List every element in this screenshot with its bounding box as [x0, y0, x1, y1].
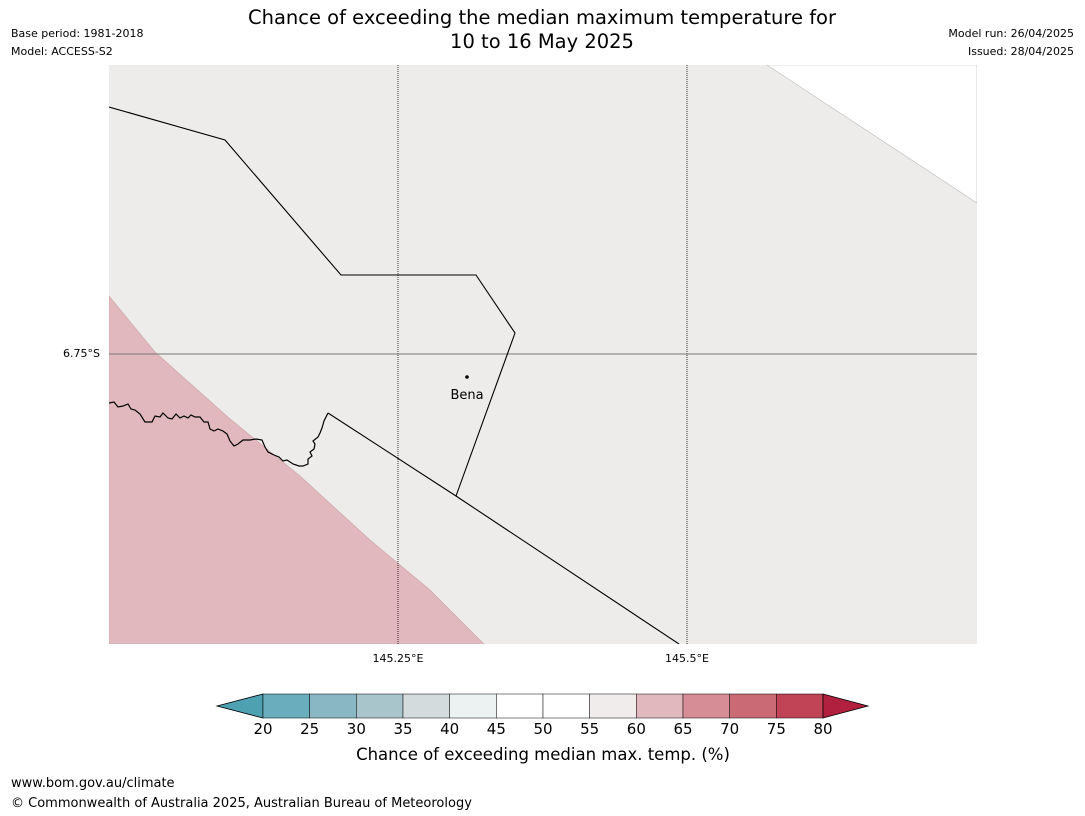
- colorbar-tick-label: 80: [813, 720, 833, 738]
- colorbar-cell: [776, 693, 824, 719]
- issued-text: Issued: 28/04/2025: [967, 45, 1074, 58]
- river-course: [109, 401, 329, 467]
- colorbar: [215, 693, 870, 719]
- metadata-right: Model run: 26/04/2025 Issued: 28/04/2025: [948, 25, 1074, 61]
- longitude-label: 145.25°E: [372, 652, 424, 665]
- colorbar-cell: [542, 693, 590, 719]
- colorbar-tick-label: 25: [300, 720, 320, 738]
- footer: www.bom.gov.au/climate © Commonwealth of…: [11, 774, 472, 814]
- colorbar-tick-label: 35: [393, 720, 413, 738]
- colorbar-cell: [496, 693, 544, 719]
- latitude-label: 6.75°S: [63, 347, 100, 360]
- map-title: Chance of exceeding the median maximum t…: [192, 6, 892, 54]
- colorbar-cell: [449, 693, 497, 719]
- longitude-label: 145.5°E: [665, 652, 709, 665]
- colorbar-cell: [262, 693, 310, 719]
- colorbar-cell: [356, 693, 404, 719]
- colorbar-tick-label: 20: [253, 720, 273, 738]
- colorbar-low-extension: [215, 693, 264, 719]
- colorbar-label: Chance of exceeding median max. temp. (%…: [356, 745, 730, 764]
- model-text: Model: ACCESS-S2: [11, 45, 113, 58]
- map-panel: [109, 65, 977, 644]
- colorbar-tick-label: 40: [440, 720, 460, 738]
- colorbar-cell: [636, 693, 684, 719]
- province-boundary: [109, 106, 516, 497]
- colorbar-tick-label: 60: [626, 720, 646, 738]
- colorbar-cell: [682, 693, 730, 719]
- colorbar-cell: [309, 693, 357, 719]
- colorbar-tick-label: 55: [580, 720, 600, 738]
- model-run-text: Model run: 26/04/2025: [948, 27, 1074, 40]
- no-data-corner: [766, 65, 977, 204]
- province-boundary-south: [327, 412, 680, 644]
- footer-copyright: © Commonwealth of Australia 2025, Austra…: [11, 796, 472, 811]
- colorbar-cell: [729, 693, 777, 719]
- place-marker-dot: [465, 375, 469, 379]
- title-line-1: Chance of exceeding the median maximum t…: [247, 6, 837, 29]
- colorbar-tick-label: 70: [720, 720, 740, 738]
- elevated-chance-zone: [109, 295, 485, 644]
- colorbar-high-extension: [822, 693, 870, 719]
- colorbar-tick-label: 30: [346, 720, 366, 738]
- colorbar-cell: [402, 693, 450, 719]
- title-line-2: 10 to 16 May 2025: [450, 30, 634, 53]
- colorbar-tick-label: 45: [486, 720, 506, 738]
- footer-url: www.bom.gov.au/climate: [11, 776, 175, 791]
- place-label: Bena: [450, 388, 484, 403]
- colorbar-tick-label: 50: [533, 720, 553, 738]
- colorbar-cell: [589, 693, 637, 719]
- colorbar-cells: [262, 693, 824, 719]
- colorbar-tick-label: 65: [673, 720, 693, 738]
- metadata-left: Base period: 1981-2018 Model: ACCESS-S2: [11, 25, 143, 61]
- base-period-text: Base period: 1981-2018: [11, 27, 144, 40]
- colorbar-tick-label: 75: [766, 720, 786, 738]
